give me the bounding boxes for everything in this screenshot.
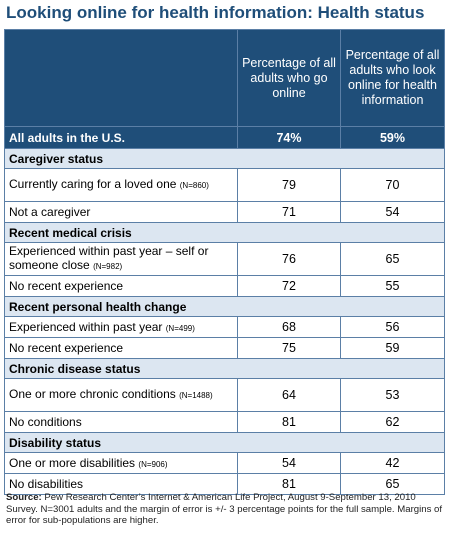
header-online: Percentage of all adults who go online: [237, 29, 341, 127]
online-value: 54: [237, 452, 341, 474]
section-title: Recent personal health change: [4, 296, 445, 317]
sample-size: (N=499): [165, 324, 195, 333]
page-title: Looking online for health information: H…: [6, 3, 425, 22]
online-value: 68: [237, 316, 341, 338]
table-row: No conditions 81 62: [4, 411, 445, 433]
health-online-value: 54: [340, 201, 445, 223]
section-header-row: Caregiver status: [4, 148, 445, 169]
header-health-online: Percentage of all adults who look online…: [340, 29, 445, 127]
table-row: No recent experience 75 59: [4, 337, 445, 359]
table-row: Not a caregiver 71 54: [4, 201, 445, 223]
health-online-value: 56: [340, 316, 445, 338]
section-title: Recent medical crisis: [4, 222, 445, 243]
header-empty-cell: [4, 29, 238, 127]
all-adults-online-value: 74%: [237, 126, 341, 149]
online-value: 81: [237, 473, 341, 495]
online-value: 71: [237, 201, 341, 223]
health-online-value: 65: [340, 242, 445, 276]
row-label: No disabilities: [9, 477, 84, 491]
sample-size: (N=906): [138, 460, 168, 469]
row-label: Not a caregiver: [9, 205, 91, 219]
health-online-value: 70: [340, 168, 445, 202]
section-header-row: Recent personal health change: [4, 296, 445, 317]
data-table: Percentage of all adults who go online P…: [4, 29, 445, 495]
table-row: Currently caring for a loved one (N=860)…: [4, 168, 445, 202]
sample-size: (N=860): [179, 181, 209, 190]
row-label-cell: No recent experience: [4, 275, 238, 297]
health-online-value: 59: [340, 337, 445, 359]
online-value: 81: [237, 411, 341, 433]
section-title: Disability status: [4, 432, 445, 453]
row-label: One or more chronic conditions: [9, 387, 176, 401]
online-value: 64: [237, 378, 341, 412]
table-row: Experienced within past year (N=499) 68 56: [4, 316, 445, 338]
all-adults-health-value: 59%: [340, 126, 445, 149]
source-label: Source:: [6, 492, 42, 503]
sample-size: (N=982): [93, 262, 123, 271]
all-adults-row: All adults in the U.S. 74% 59%: [4, 126, 445, 149]
table-row: One or more chronic conditions (N=1488) 6…: [4, 378, 445, 412]
row-label: One or more disabilities: [9, 456, 136, 470]
table-row: Experienced within past year – self or s…: [4, 242, 445, 276]
row-label-cell: No conditions: [4, 411, 238, 433]
table-row: No disabilities 81 65: [4, 473, 445, 495]
row-label-cell: Currently caring for a loved one (N=860): [4, 168, 238, 202]
row-label: Currently caring for a loved one: [9, 177, 177, 191]
online-value: 76: [237, 242, 341, 276]
sample-size: (N=1488): [179, 391, 213, 400]
health-online-value: 62: [340, 411, 445, 433]
section-header-row: Disability status: [4, 432, 445, 453]
health-online-value: 42: [340, 452, 445, 474]
row-label-cell: No recent experience: [4, 337, 238, 359]
all-adults-label: All adults in the U.S.: [4, 126, 238, 149]
online-value: 79: [237, 168, 341, 202]
row-label: No recent experience: [9, 279, 124, 293]
source-text: Pew Research Center’s Internet & America…: [6, 492, 443, 526]
section-header-row: Recent medical crisis: [4, 222, 445, 243]
section-header-row: Chronic disease status: [4, 358, 445, 379]
row-label: No recent experience: [9, 341, 124, 355]
source-note: Source: Pew Research Center’s Internet &…: [6, 492, 443, 527]
row-label-cell: Experienced within past year (N=499): [4, 316, 238, 338]
row-label-cell: No disabilities: [4, 473, 238, 495]
row-label-cell: One or more disabilities (N=906): [4, 452, 238, 474]
online-value: 72: [237, 275, 341, 297]
row-label-cell: One or more chronic conditions (N=1488): [4, 378, 238, 412]
row-label-cell: Not a caregiver: [4, 201, 238, 223]
row-label: Experienced within past year: [9, 320, 163, 334]
row-label: Experienced within past year – self or s…: [9, 244, 209, 272]
section-title: Chronic disease status: [4, 358, 445, 379]
health-online-value: 53: [340, 378, 445, 412]
health-online-value: 65: [340, 473, 445, 495]
table-row: One or more disabilities (N=906) 54 42: [4, 452, 445, 474]
table-row: No recent experience 72 55: [4, 275, 445, 297]
health-online-value: 55: [340, 275, 445, 297]
row-label-cell: Experienced within past year – self or s…: [4, 242, 238, 276]
online-value: 75: [237, 337, 341, 359]
section-title: Caregiver status: [4, 148, 445, 169]
header-row: Percentage of all adults who go online P…: [4, 29, 445, 127]
row-label: No conditions: [9, 415, 82, 429]
